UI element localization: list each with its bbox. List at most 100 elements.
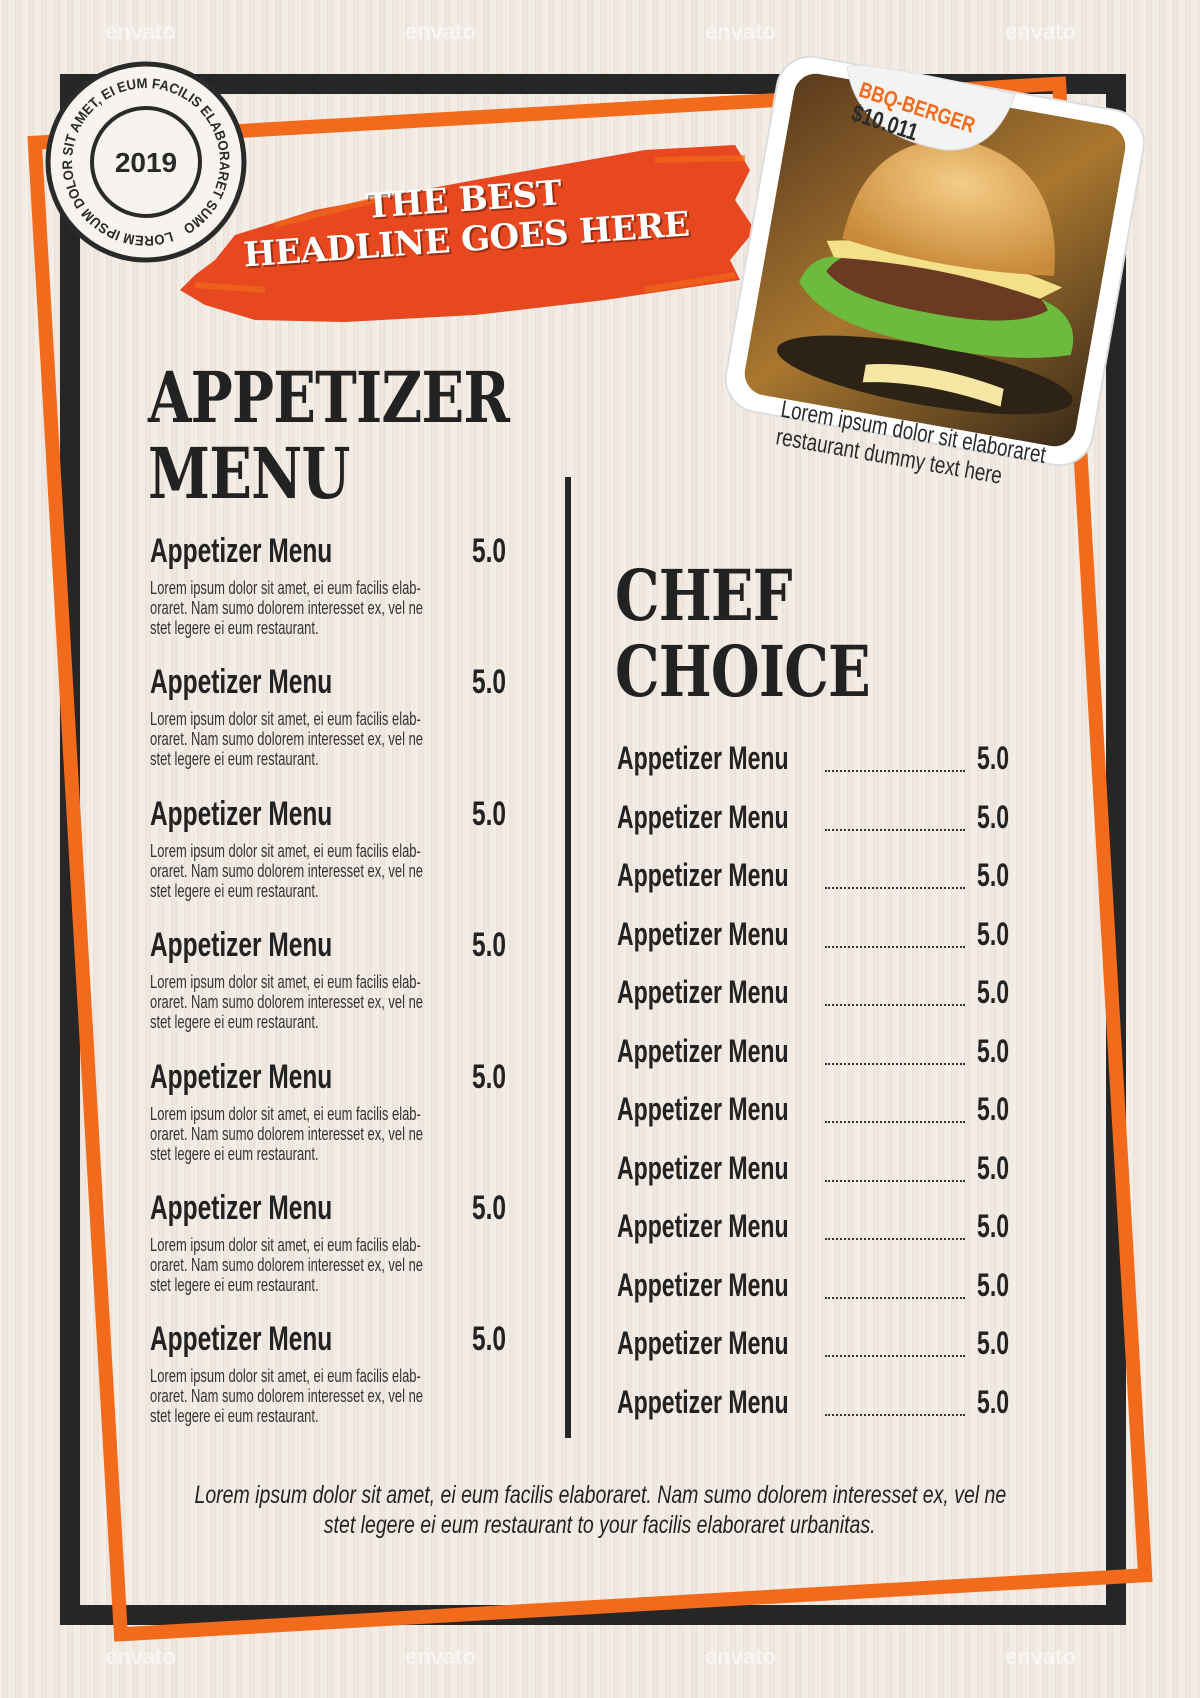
item-price: 5.0 <box>472 532 507 570</box>
item-name: Appetizer Menu <box>617 1266 789 1303</box>
black-frame <box>60 74 1126 1625</box>
item-name: Appetizer Menu <box>150 926 333 965</box>
appetizer-item: Appetizer Menu 5.0 Lorem ipsum dolor sit… <box>150 1320 520 1445</box>
item-description-line: stet legere ei eum restaurant. <box>150 618 319 638</box>
item-description-line: Lorem ipsum dolor sit amet, ei eum facil… <box>150 840 421 861</box>
item-price: 5.0 <box>472 1057 507 1096</box>
item-description-line: stet legere ei eum restaurant. <box>150 1275 319 1295</box>
dot-leader <box>825 1179 965 1182</box>
appetizer-item: Appetizer Menu 5.0 Lorem ipsum dolor sit… <box>150 926 520 1051</box>
dot-leader <box>825 770 965 772</box>
item-name: Appetizer Menu <box>617 740 789 776</box>
item-price: 5.0 <box>977 1091 1010 1127</box>
item-description-line: Lorem ipsum dolor sit amet, ei eum facil… <box>150 972 421 993</box>
item-price: 5.0 <box>977 1325 1010 1361</box>
item-description-line: Lorem ipsum dolor sit amet, ei eum facil… <box>150 1366 421 1387</box>
dot-leader <box>825 945 965 948</box>
chef-item: Appetizer Menu 5.0 <box>617 799 1027 839</box>
item-price: 5.0 <box>977 915 1010 952</box>
chef-item: Appetizer Menu 5.0 <box>617 916 1027 956</box>
watermark: envato <box>405 1644 476 1669</box>
appetizer-item: Appetizer Menu 5.0 Lorem ipsum dolor sit… <box>150 795 520 920</box>
item-description-line: stet legere ei eum restaurant. <box>150 880 319 901</box>
item-name: Appetizer Menu <box>617 1149 789 1186</box>
item-name: Appetizer Menu <box>150 1320 333 1359</box>
dot-leader <box>825 1296 965 1299</box>
item-name: Appetizer Menu <box>617 857 789 893</box>
chef-title-line-1: CHEF <box>615 554 793 637</box>
item-price: 5.0 <box>977 974 1010 1010</box>
appetizer-title-line-2: MENU <box>148 432 350 515</box>
item-name: Appetizer Menu <box>617 915 789 952</box>
chef-title-line-2: CHOICE <box>615 630 871 713</box>
item-description-line: oraret. Nam sumo dolorem interesset ex, … <box>150 1386 424 1407</box>
item-description-line: stet legere ei eum restaurant. <box>150 1406 319 1427</box>
item-name: Appetizer Menu <box>617 1383 789 1420</box>
feature-photo-card: BBQ-BERGER $10.011 <box>716 45 1154 475</box>
item-price: 5.0 <box>977 798 1010 835</box>
item-name: Appetizer Menu <box>150 663 333 702</box>
item-price: 5.0 <box>472 1320 507 1359</box>
item-description-line: oraret. Nam sumo dolorem interesset ex, … <box>150 729 424 750</box>
chef-item: Appetizer Menu 5.0 <box>617 1150 1027 1190</box>
column-divider <box>565 477 571 1438</box>
item-price: 5.0 <box>977 1032 1010 1069</box>
appetizer-title: APPETIZER MENU <box>148 356 510 515</box>
item-description-line: Lorem ipsum dolor sit amet, ei eum facil… <box>150 578 421 598</box>
brush-stroke-banner <box>180 145 755 322</box>
watermark: envato <box>1005 19 1076 44</box>
chef-choice-title: CHEF CHOICE <box>615 554 871 713</box>
footer-text: Lorem ipsum dolor sit amet, ei eum facil… <box>0 1480 1200 1540</box>
watermark: envato <box>1005 1644 1076 1669</box>
item-price: 5.0 <box>977 1149 1010 1186</box>
appetizer-title-line-1: APPETIZER <box>148 356 510 439</box>
item-price: 5.0 <box>977 1383 1010 1420</box>
appetizer-item: Appetizer Menu 5.0 Lorem ipsum dolor sit… <box>150 1058 520 1183</box>
item-name: Appetizer Menu <box>617 798 789 835</box>
appetizer-item: Appetizer Menu 5.0 Lorem ipsum dolor sit… <box>150 663 520 788</box>
item-name: Appetizer Menu <box>617 974 789 1010</box>
bun <box>842 139 1055 276</box>
item-price: 5.0 <box>472 663 507 702</box>
item-description-line: oraret. Nam sumo dolorem interesset ex, … <box>150 860 424 881</box>
item-price: 5.0 <box>472 794 507 833</box>
watermark: envato <box>705 19 776 44</box>
dot-leader <box>825 1062 965 1065</box>
item-name: Appetizer Menu <box>617 1032 789 1069</box>
watermark: envato <box>105 19 176 44</box>
dot-leader <box>825 1413 965 1416</box>
year-stamp: LOREM IPSUM DOLOR SIT AMET, EI EUM FACIL… <box>45 61 247 263</box>
appetizer-item: Appetizer Menu 5.0 Lorem ipsum dolor sit… <box>150 1189 520 1314</box>
item-name: Appetizer Menu <box>150 794 333 833</box>
chef-item: Appetizer Menu 5.0 <box>617 1267 1027 1307</box>
item-name: Appetizer Menu <box>617 1208 789 1244</box>
footer-line-1: Lorem ipsum dolor sit amet, ei eum facil… <box>194 1481 1006 1509</box>
watermark: envato <box>705 1644 776 1669</box>
chef-item: Appetizer Menu 5.0 <box>617 857 1027 897</box>
chef-item: Appetizer Menu 5.0 <box>617 1208 1027 1248</box>
chef-item: Appetizer Menu 5.0 <box>617 1033 1027 1073</box>
dot-leader <box>825 1004 965 1006</box>
item-description-line: oraret. Nam sumo dolorem interesset ex, … <box>150 1255 424 1275</box>
item-name: Appetizer Menu <box>617 1325 789 1361</box>
item-price: 5.0 <box>977 740 1010 776</box>
watermark: envato <box>105 1644 176 1669</box>
item-description-line: oraret. Nam sumo dolorem interesset ex, … <box>150 992 424 1013</box>
item-description-line: oraret. Nam sumo dolorem interesset ex, … <box>150 598 424 618</box>
item-price: 5.0 <box>472 926 507 965</box>
chef-item: Appetizer Menu 5.0 <box>617 974 1027 1014</box>
item-description-line: stet legere ei eum restaurant. <box>150 749 319 770</box>
chef-item: Appetizer Menu 5.0 <box>617 1091 1027 1131</box>
item-name: Appetizer Menu <box>150 1189 333 1227</box>
dot-leader <box>825 1238 965 1240</box>
item-price: 5.0 <box>977 857 1010 893</box>
footer-line-2: stet legere ei eum restaurant to your fa… <box>324 1511 876 1539</box>
item-description-line: Lorem ipsum dolor sit amet, ei eum facil… <box>150 1235 421 1255</box>
item-description-line: oraret. Nam sumo dolorem interesset ex, … <box>150 1123 424 1144</box>
watermark: envato <box>405 19 476 44</box>
appetizer-item: Appetizer Menu 5.0 Lorem ipsum dolor sit… <box>150 532 520 657</box>
item-name: Appetizer Menu <box>617 1091 789 1127</box>
item-name: Appetizer Menu <box>150 532 333 570</box>
item-price: 5.0 <box>977 1208 1010 1244</box>
item-description-line: stet legere ei eum restaurant. <box>150 1012 319 1033</box>
